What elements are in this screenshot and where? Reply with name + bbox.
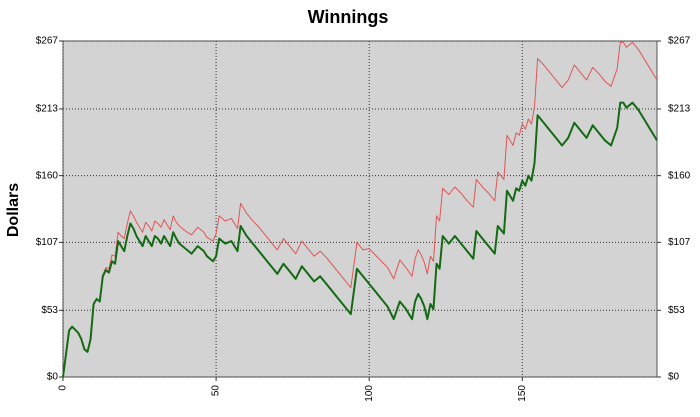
line-series (62, 101, 658, 378)
y-tick-label: $107 (36, 237, 59, 248)
x-tick-label: 150 (517, 385, 528, 402)
chart-title: Winnings (308, 7, 389, 27)
y2-tick-label: $213 (668, 104, 691, 115)
y-tick-label: $0 (47, 372, 59, 383)
y-tick-label: $267 (36, 36, 59, 47)
x-tick-label: 0 (58, 385, 69, 391)
y2-tick-label: $0 (668, 372, 680, 383)
y2-tick-label: $267 (668, 36, 691, 47)
line-series (62, 41, 658, 378)
y2-tick-label: $107 (668, 237, 691, 248)
x-tick-label: 100 (364, 385, 375, 402)
y-axis-label: Dollars (5, 183, 22, 237)
y-tick-label: $53 (41, 305, 58, 316)
plot-area (62, 40, 658, 378)
x-tick-label: 50 (211, 385, 222, 397)
y2-tick-label: $53 (668, 305, 685, 316)
y-tick-label: $213 (36, 104, 59, 115)
y-tick-label: $160 (36, 170, 59, 181)
y2-tick-label: $160 (668, 170, 691, 181)
